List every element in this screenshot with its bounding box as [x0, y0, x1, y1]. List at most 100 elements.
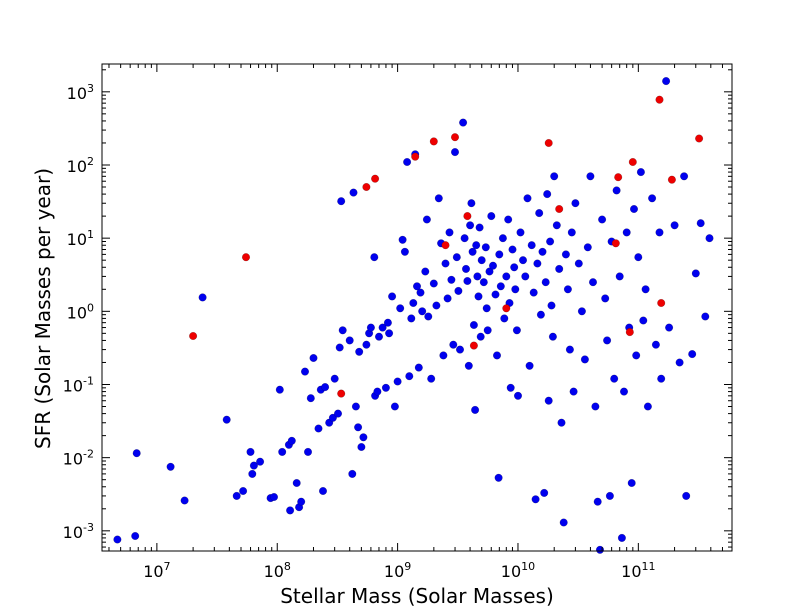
data-point	[492, 351, 502, 360]
x-tick-label: 1010	[501, 560, 535, 581]
data-point	[390, 402, 399, 411]
data-point	[565, 345, 574, 354]
data-point	[527, 241, 536, 250]
data-point	[473, 272, 482, 281]
data-point	[355, 347, 364, 356]
x-tick-label: 108	[264, 560, 291, 581]
data-point	[615, 272, 624, 281]
data-point	[547, 301, 556, 310]
data-point	[593, 497, 602, 506]
data-point	[533, 259, 542, 268]
data-point	[535, 209, 544, 218]
data-point	[487, 212, 496, 221]
data-point	[498, 234, 507, 243]
data-point	[538, 247, 547, 256]
data-point	[688, 350, 697, 359]
data-point	[328, 413, 337, 422]
data-point	[610, 374, 619, 383]
data-point	[529, 288, 538, 297]
data-point	[378, 323, 387, 332]
data-point	[636, 168, 645, 177]
data-point	[338, 326, 347, 335]
data-point	[511, 285, 520, 294]
data-point	[246, 447, 255, 456]
data-point	[655, 228, 664, 237]
data-point	[476, 332, 485, 341]
x-tick-label: 109	[384, 560, 411, 581]
data-point	[563, 285, 572, 294]
data-point	[583, 243, 592, 252]
data-point	[411, 152, 420, 161]
data-point	[422, 215, 431, 224]
data-point	[166, 462, 175, 471]
data-point	[550, 172, 559, 181]
data-point	[619, 387, 629, 396]
y-tick-label: 100	[67, 301, 94, 322]
data-point	[275, 385, 284, 394]
data-point	[445, 228, 454, 237]
y-axis-title: SFR (Solar Masses per year)	[31, 168, 55, 449]
data-point	[555, 264, 564, 273]
data-point	[469, 341, 478, 350]
data-point	[232, 491, 241, 500]
data-point	[523, 194, 532, 203]
data-point	[651, 340, 660, 349]
data-point	[657, 298, 666, 308]
data-point	[459, 118, 468, 127]
data-point	[441, 241, 450, 250]
y-tick-label: 10-3	[63, 521, 94, 542]
data-point	[461, 264, 471, 273]
data-point	[525, 361, 534, 370]
data-point	[314, 424, 323, 433]
data-point	[559, 518, 568, 527]
data-point	[424, 312, 433, 321]
data-point	[611, 239, 620, 248]
data-point	[297, 497, 306, 506]
data-point	[544, 396, 553, 405]
data-point	[393, 377, 402, 386]
y-tick-label: 101	[67, 228, 94, 249]
data-point	[648, 194, 657, 203]
data-point	[552, 221, 561, 230]
data-point	[543, 190, 552, 199]
data-point	[675, 358, 684, 367]
data-point	[508, 245, 517, 254]
data-point	[477, 256, 486, 265]
data-point	[198, 293, 207, 302]
data-point	[496, 282, 505, 291]
data-point	[513, 391, 523, 400]
data-point	[349, 188, 358, 197]
data-point	[548, 332, 557, 341]
data-point	[482, 304, 491, 313]
data-point	[427, 374, 436, 383]
data-point	[580, 355, 589, 364]
plot-frame	[101, 63, 733, 552]
data-point	[455, 345, 465, 354]
data-point	[337, 197, 346, 206]
data-point	[469, 320, 478, 330]
data-point	[443, 294, 452, 303]
data-point	[502, 272, 511, 281]
data-point	[309, 353, 318, 363]
data-point	[464, 361, 473, 370]
data-point	[588, 278, 598, 287]
data-point	[586, 172, 595, 181]
data-point	[622, 228, 631, 237]
data-point	[409, 298, 418, 308]
data-point	[494, 473, 503, 482]
data-point	[544, 138, 553, 148]
data-point	[468, 247, 477, 256]
data-point	[691, 269, 700, 278]
data-point	[670, 221, 679, 230]
data-point	[629, 204, 639, 214]
data-points	[113, 77, 714, 554]
data-point	[371, 174, 380, 183]
data-point	[474, 292, 483, 301]
data-point	[269, 492, 279, 502]
data-point	[450, 148, 460, 157]
data-point	[483, 326, 492, 335]
data-point	[655, 95, 664, 104]
data-point	[418, 307, 427, 316]
y-tick-label: 102	[67, 155, 94, 176]
data-point	[429, 137, 438, 146]
